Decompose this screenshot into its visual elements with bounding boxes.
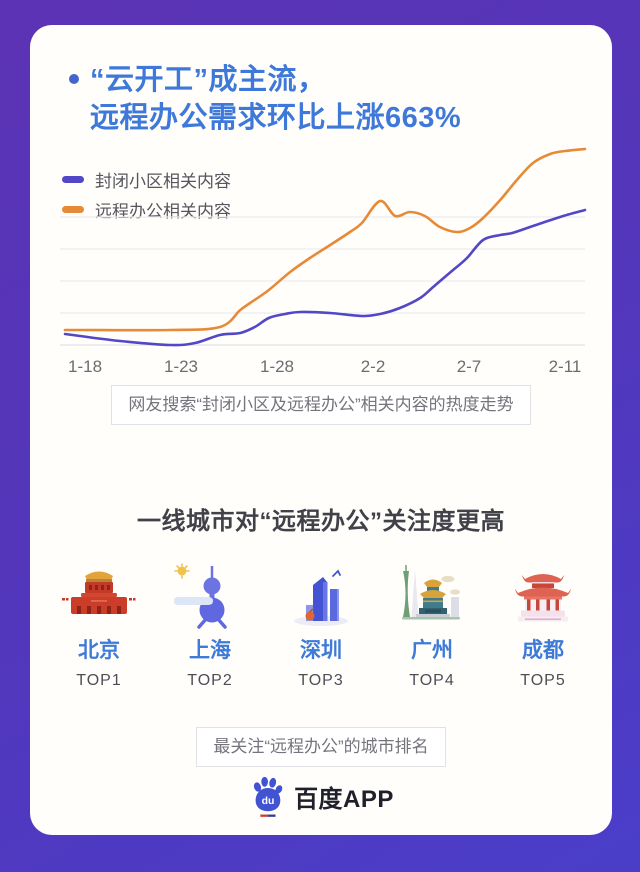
x-axis-tick-label: 2-7 xyxy=(457,357,482,376)
baidu-paw-icon: du xyxy=(253,776,283,817)
legend-label: 封闭小区相关内容 xyxy=(95,171,231,191)
city-rank: TOP3 xyxy=(298,672,344,689)
footer-logo-text: 百度APP xyxy=(294,786,394,813)
headline-line1: “云开工”成主流， xyxy=(90,64,327,96)
x-axis-tick-label: 1-23 xyxy=(164,357,198,376)
chart-legend: 封闭小区相关内容 远程办公相关内容 xyxy=(62,164,231,224)
x-axis-tick-label: 2-2 xyxy=(361,357,386,376)
city-item-shanghai: 上海 TOP2 xyxy=(157,555,263,690)
memorial-hall-icon xyxy=(379,555,485,629)
skyscraper-icon xyxy=(268,555,374,629)
city-name: 上海 xyxy=(189,639,231,662)
city-rank: TOP5 xyxy=(520,672,566,689)
trend-line-chart: 1-18 1-23 1-28 2-2 2-7 2-11 xyxy=(30,140,612,390)
legend-label: 远程办公相关内容 xyxy=(95,201,231,221)
city-name: 北京 xyxy=(78,639,120,662)
city-name: 广州 xyxy=(411,639,453,662)
city-rank: TOP2 xyxy=(187,672,233,689)
headline-line2: 远程办公需求环比上涨663% xyxy=(90,102,462,134)
city-ranking-row: 北京 TOP1 上海 TOP2 xyxy=(46,555,596,690)
headline-bullet xyxy=(69,74,79,84)
city-name: 深圳 xyxy=(300,639,342,662)
city-name: 成都 xyxy=(522,639,564,662)
chart-caption-row: 网友搜索“封闭小区及远程办公”相关内容的热度走势 xyxy=(30,385,612,425)
legend-swatch-blue xyxy=(62,175,84,183)
legend-item-closed-community: 封闭小区相关内容 xyxy=(62,164,231,194)
footer-logo: du 百度APP xyxy=(30,774,612,819)
tiananmen-icon xyxy=(46,555,152,629)
headline: “云开工”成主流， 远程办公需求环比上涨663% xyxy=(90,61,461,137)
city-item-shenzhen: 深圳 TOP3 xyxy=(268,555,374,690)
city-rank: TOP4 xyxy=(409,672,455,689)
x-axis-tick-label: 1-28 xyxy=(260,357,294,376)
trend-chart-svg: 1-18 1-23 1-28 2-2 2-7 2-11 xyxy=(60,147,587,376)
cities-caption-row: 最关注“远程办公”的城市排名 xyxy=(30,727,612,767)
oriental-pearl-tower-icon xyxy=(157,555,263,629)
city-rank: TOP1 xyxy=(76,672,122,689)
city-item-guangzhou: 广州 TOP4 xyxy=(379,555,485,690)
legend-item-remote-work: 远程办公相关内容 xyxy=(62,194,231,224)
chart-caption: 网友搜索“封闭小区及远程办公”相关内容的热度走势 xyxy=(111,385,531,425)
legend-swatch-orange xyxy=(62,205,84,213)
infographic-card: “云开工”成主流， 远程办公需求环比上涨663% 封闭小区相关内容 远程办公相关… xyxy=(30,25,612,835)
x-axis-tick-label: 1-18 xyxy=(68,357,102,376)
city-item-chengdu: 成都 TOP5 xyxy=(490,555,596,690)
pavilion-icon xyxy=(490,555,596,629)
trend-line-封闭小区相关内容 xyxy=(63,208,587,347)
x-axis-tick-label: 2-11 xyxy=(549,357,582,376)
city-item-beijing: 北京 TOP1 xyxy=(46,555,152,690)
svg-text:du: du xyxy=(262,796,275,807)
trend-line-远程办公相关内容 xyxy=(63,147,587,332)
cities-section-title: 一线城市对“远程办公”关注度更高 xyxy=(137,508,505,535)
cities-caption: 最关注“远程办公”的城市排名 xyxy=(196,727,446,767)
